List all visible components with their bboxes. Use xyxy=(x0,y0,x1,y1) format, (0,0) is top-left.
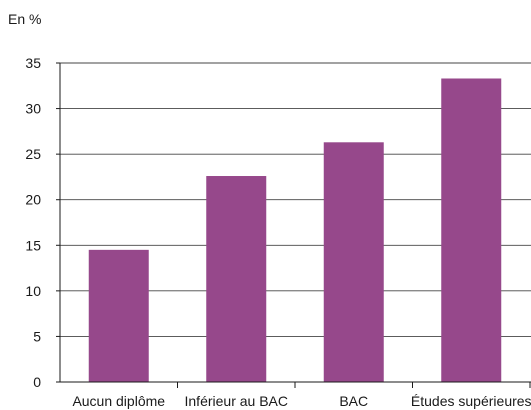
y-tick-label-20: 20 xyxy=(25,192,41,208)
y-unit-label: En % xyxy=(8,11,41,27)
x-category-label-2: BAC xyxy=(339,393,368,409)
x-category-label-0: Aucun diplôme xyxy=(72,393,165,409)
y-tick-label-25: 25 xyxy=(25,146,41,162)
x-category-label-1: Inférieur au BAC xyxy=(185,393,289,409)
y-tick-label-10: 10 xyxy=(25,283,41,299)
y-tick-labels: 0 5 10 15 20 25 30 35 xyxy=(25,55,41,390)
y-tick-label-35: 35 xyxy=(25,55,41,71)
y-tick-label-5: 5 xyxy=(33,328,41,344)
axes xyxy=(56,62,531,388)
x-category-label-3: Études supérieures xyxy=(411,393,531,409)
y-tick-label-30: 30 xyxy=(25,101,41,117)
bar-1 xyxy=(206,176,267,382)
y-tick-label-0: 0 xyxy=(33,374,41,390)
x-category-labels: Aucun diplôme Inférieur au BAC BAC Études s… xyxy=(72,393,531,409)
bars xyxy=(88,78,502,382)
bar-2 xyxy=(323,142,384,382)
bar-0 xyxy=(88,249,149,382)
bar-3 xyxy=(441,78,502,382)
y-tick-label-15: 15 xyxy=(25,237,41,253)
